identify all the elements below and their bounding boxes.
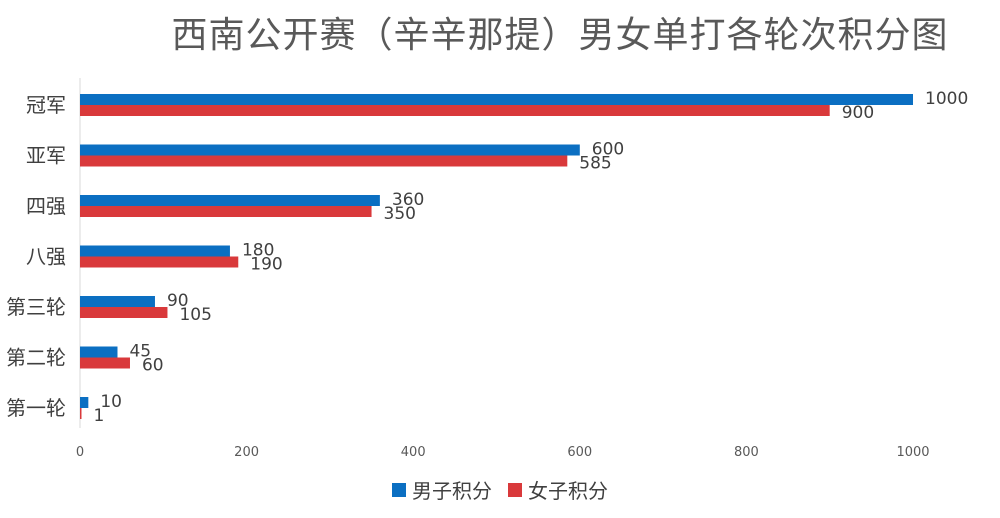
x-tick-label: 200 bbox=[234, 445, 259, 460]
legend-label-men: 男子积分 bbox=[412, 479, 492, 503]
chart-title: 西南公开赛（辛辛那提）男女单打各轮次积分图 bbox=[171, 15, 949, 56]
category-label: 第三轮 bbox=[6, 295, 66, 319]
data-label-men: 10 bbox=[100, 392, 122, 412]
bar-men bbox=[80, 397, 89, 408]
bar-women bbox=[80, 105, 830, 116]
bar-men bbox=[80, 346, 118, 358]
legend-item-men: 男子积分 bbox=[392, 475, 492, 504]
bar-women bbox=[80, 307, 168, 318]
bar-men bbox=[80, 296, 155, 307]
bar-women bbox=[80, 256, 239, 268]
bar-women bbox=[80, 408, 82, 419]
bar-men bbox=[80, 195, 380, 206]
category-label: 冠军 bbox=[26, 93, 66, 117]
data-label-women: 1 bbox=[94, 406, 105, 426]
legend-label-women: 女子积分 bbox=[528, 479, 608, 503]
legend-swatch-women bbox=[508, 482, 522, 497]
data-label-women: 60 bbox=[142, 356, 164, 376]
data-label-women: 190 bbox=[250, 255, 282, 275]
data-label-men: 360 bbox=[392, 190, 424, 210]
bar-women bbox=[80, 357, 130, 369]
category-label: 四强 bbox=[26, 194, 66, 218]
category-label: 第一轮 bbox=[6, 396, 66, 420]
data-label-men: 45 bbox=[129, 342, 151, 362]
x-tick-label: 400 bbox=[401, 445, 426, 460]
data-label-men: 90 bbox=[167, 291, 189, 311]
data-label-women: 105 bbox=[179, 305, 211, 325]
x-tick-label: 600 bbox=[567, 445, 592, 460]
x-tick-label: 800 bbox=[734, 445, 759, 460]
bar-men bbox=[80, 94, 913, 105]
data-label-men: 1000 bbox=[925, 89, 968, 109]
bar-men bbox=[80, 245, 230, 257]
bar-women bbox=[80, 155, 568, 167]
data-label-women: 585 bbox=[579, 154, 611, 174]
data-label-women: 350 bbox=[384, 204, 416, 224]
legend: 男子积分 女子积分 bbox=[0, 475, 1000, 504]
x-tick-label: 1000 bbox=[896, 445, 929, 460]
legend-item-women: 女子积分 bbox=[508, 475, 608, 504]
bar-women bbox=[80, 206, 372, 217]
legend-swatch-men bbox=[392, 482, 406, 497]
category-label: 八强 bbox=[26, 245, 66, 269]
data-label-women: 900 bbox=[842, 103, 874, 123]
data-label-men: 180 bbox=[242, 241, 274, 261]
x-tick-label: 0 bbox=[76, 445, 84, 460]
bar-men bbox=[80, 144, 580, 156]
data-label-men: 600 bbox=[592, 140, 624, 160]
category-label: 第二轮 bbox=[6, 346, 66, 370]
category-label: 亚军 bbox=[26, 144, 66, 168]
